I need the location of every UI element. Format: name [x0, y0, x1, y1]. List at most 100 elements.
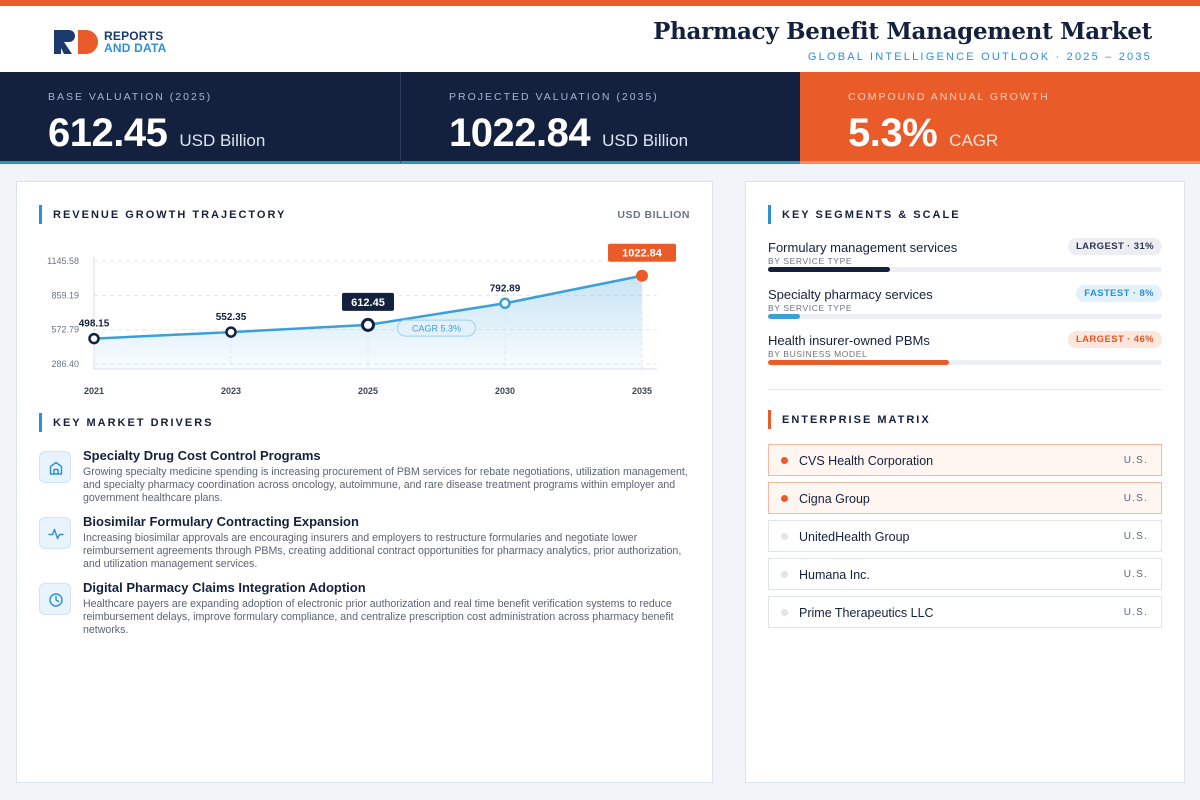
top-accent-bar	[0, 0, 1200, 6]
cagr-annotation: CAGR 5.3%	[412, 324, 461, 334]
logo-text-line1: REPORTS	[104, 29, 164, 43]
x-tick-label: 2021	[84, 386, 104, 396]
data-point	[361, 317, 375, 332]
data-label-badge	[342, 292, 394, 311]
x-tick-label: 2030	[495, 386, 515, 396]
brand-logo: REPORTS AND DATA	[54, 28, 166, 56]
segment-bar-track	[768, 360, 1162, 365]
kpi-strip: BASE VALUATION (2025) 612.45 USD Billion…	[0, 72, 1200, 164]
y-tick-label: 1145.58	[47, 256, 79, 266]
driver-item: Biosimilar Formulary Contracting Expansi…	[39, 514, 691, 580]
section-accent	[39, 413, 42, 432]
status-dot	[781, 533, 788, 540]
status-dot	[781, 609, 788, 616]
segments-title: KEY SEGMENTS & SCALE	[782, 208, 961, 221]
segment-bar-track	[768, 267, 1162, 272]
page-subtitle: GLOBAL INTELLIGENCE OUTLOOK · 2025 – 203…	[807, 51, 1152, 63]
cagr-annotation-pill	[397, 319, 476, 337]
enterprise-row[interactable]: UnitedHealth Group U.S.	[768, 520, 1162, 552]
enterprise-title: ENTERPRISE MATRIX	[782, 413, 931, 426]
x-tick-label: 2023	[221, 386, 241, 396]
driver-description: Healthcare payers are expanding adoption…	[83, 598, 674, 636]
segment-badge: LARGEST · 46%	[1067, 331, 1162, 348]
data-point	[225, 326, 237, 338]
enterprise-name: Cigna Group	[799, 492, 870, 506]
pulse-icon	[39, 517, 71, 549]
data-label-badge	[608, 243, 676, 262]
x-tick-label: 2025	[358, 386, 378, 396]
segment-bar-fill	[768, 314, 800, 319]
kpi-projected-valuation: PROJECTED VALUATION (2035) 1022.84 USD B…	[400, 72, 800, 164]
section-accent	[768, 410, 771, 429]
kpi-label: COMPOUND ANNUAL GROWTH	[848, 91, 1050, 103]
enterprise-country: U.S.	[1123, 531, 1148, 542]
driver-title: Biosimilar Formulary Contracting Expansi…	[83, 514, 359, 529]
kpi-base-valuation: BASE VALUATION (2025) 612.45 USD Billion	[0, 72, 400, 164]
enterprise-name: Humana Inc.	[799, 568, 870, 582]
left-panel: REVENUE GROWTH TRAJECTORY USD BILLION 28…	[16, 181, 713, 783]
driver-item: Digital Pharmacy Claims Integration Adop…	[39, 580, 691, 646]
segments-header: KEY SEGMENTS & SCALE	[768, 205, 961, 224]
trajectory-title: REVENUE GROWTH TRAJECTORY	[53, 208, 287, 221]
x-tick-label: 2035	[632, 386, 652, 396]
driver-description: Growing specialty medicine spending is i…	[83, 466, 688, 504]
enterprise-row[interactable]: Humana Inc. U.S.	[768, 558, 1162, 590]
section-accent	[768, 205, 771, 224]
clock-icon	[39, 583, 71, 615]
data-label: 552.35	[216, 312, 247, 323]
drivers-title: KEY MARKET DRIVERS	[53, 416, 214, 429]
kpi-unit: CAGR	[949, 131, 999, 150]
kpi-value: 612.45	[48, 111, 168, 155]
kpi-label: BASE VALUATION (2025)	[48, 91, 213, 103]
data-point	[499, 297, 511, 310]
enterprise-row[interactable]: CVS Health Corporation U.S.	[768, 444, 1162, 476]
y-tick-label: 572.79	[51, 325, 79, 335]
section-divider	[768, 389, 1162, 390]
section-accent	[39, 205, 42, 224]
data-label: 1022.84	[622, 248, 663, 260]
data-label: 612.45	[351, 297, 385, 309]
data-point	[88, 332, 100, 345]
segment-item: Health insurer-owned PBMs BY BUSINESS MO…	[768, 331, 1162, 377]
revenue-line-chart: 286.40 572.79 859.19 1145.58 CAGR 5.3% 498.15…	[47, 243, 676, 396]
enterprise-name: Prime Therapeutics LLC	[799, 606, 934, 620]
segment-item: Specialty pharmacy services BY SERVICE T…	[768, 285, 1162, 331]
enterprise-row[interactable]: Cigna Group U.S.	[768, 482, 1162, 514]
status-dot	[781, 571, 788, 578]
kpi-label: PROJECTED VALUATION (2035)	[449, 91, 659, 103]
driver-description: Increasing biosimilar approvals are enco…	[83, 532, 682, 570]
segment-name: Formulary management services	[768, 240, 958, 255]
enterprise-name: UnitedHealth Group	[799, 530, 910, 544]
segment-badge: LARGEST · 31%	[1067, 238, 1162, 255]
data-point	[636, 269, 648, 282]
right-panel: KEY SEGMENTS & SCALE Formulary managemen…	[745, 181, 1185, 783]
enterprise-row[interactable]: Prime Therapeutics LLC U.S.	[768, 596, 1162, 628]
driver-title: Digital Pharmacy Claims Integration Adop…	[83, 580, 366, 595]
segment-bar-fill	[768, 360, 950, 365]
segment-badge: FASTEST · 8%	[1076, 285, 1162, 302]
enterprise-country: U.S.	[1123, 569, 1148, 580]
enterprise-header: ENTERPRISE MATRIX	[768, 410, 931, 429]
kpi-value: 1022.84	[449, 111, 591, 155]
enterprise-country: U.S.	[1123, 493, 1148, 504]
segment-name: Specialty pharmacy services	[768, 287, 933, 302]
kpi-cagr: COMPOUND ANNUAL GROWTH 5.3% CAGR	[800, 72, 1200, 164]
trajectory-unit: USD BILLION	[617, 209, 690, 221]
logo-mark-icon	[54, 30, 98, 54]
driver-title: Specialty Drug Cost Control Programs	[83, 448, 321, 463]
page-header: REPORTS AND DATA Pharmacy Benefit Manage…	[0, 6, 1200, 72]
building-icon	[39, 451, 71, 483]
logo-text-line2: AND DATA	[104, 41, 167, 55]
data-label: 792.89	[490, 283, 521, 294]
status-dot	[781, 495, 788, 502]
kpi-unit: USD Billion	[602, 131, 689, 150]
segment-category: BY SERVICE TYPE	[768, 303, 853, 313]
enterprise-name: CVS Health Corporation	[799, 454, 934, 468]
y-tick-label: 286.40	[51, 359, 79, 369]
segment-category: BY BUSINESS MODEL	[768, 349, 868, 359]
enterprise-country: U.S.	[1123, 607, 1148, 618]
segment-category: BY SERVICE TYPE	[768, 256, 853, 266]
drivers-header: KEY MARKET DRIVERS	[39, 413, 213, 432]
y-tick-label: 859.19	[51, 290, 79, 300]
drivers-list: Specialty Drug Cost Control Programs Gro…	[39, 448, 691, 646]
